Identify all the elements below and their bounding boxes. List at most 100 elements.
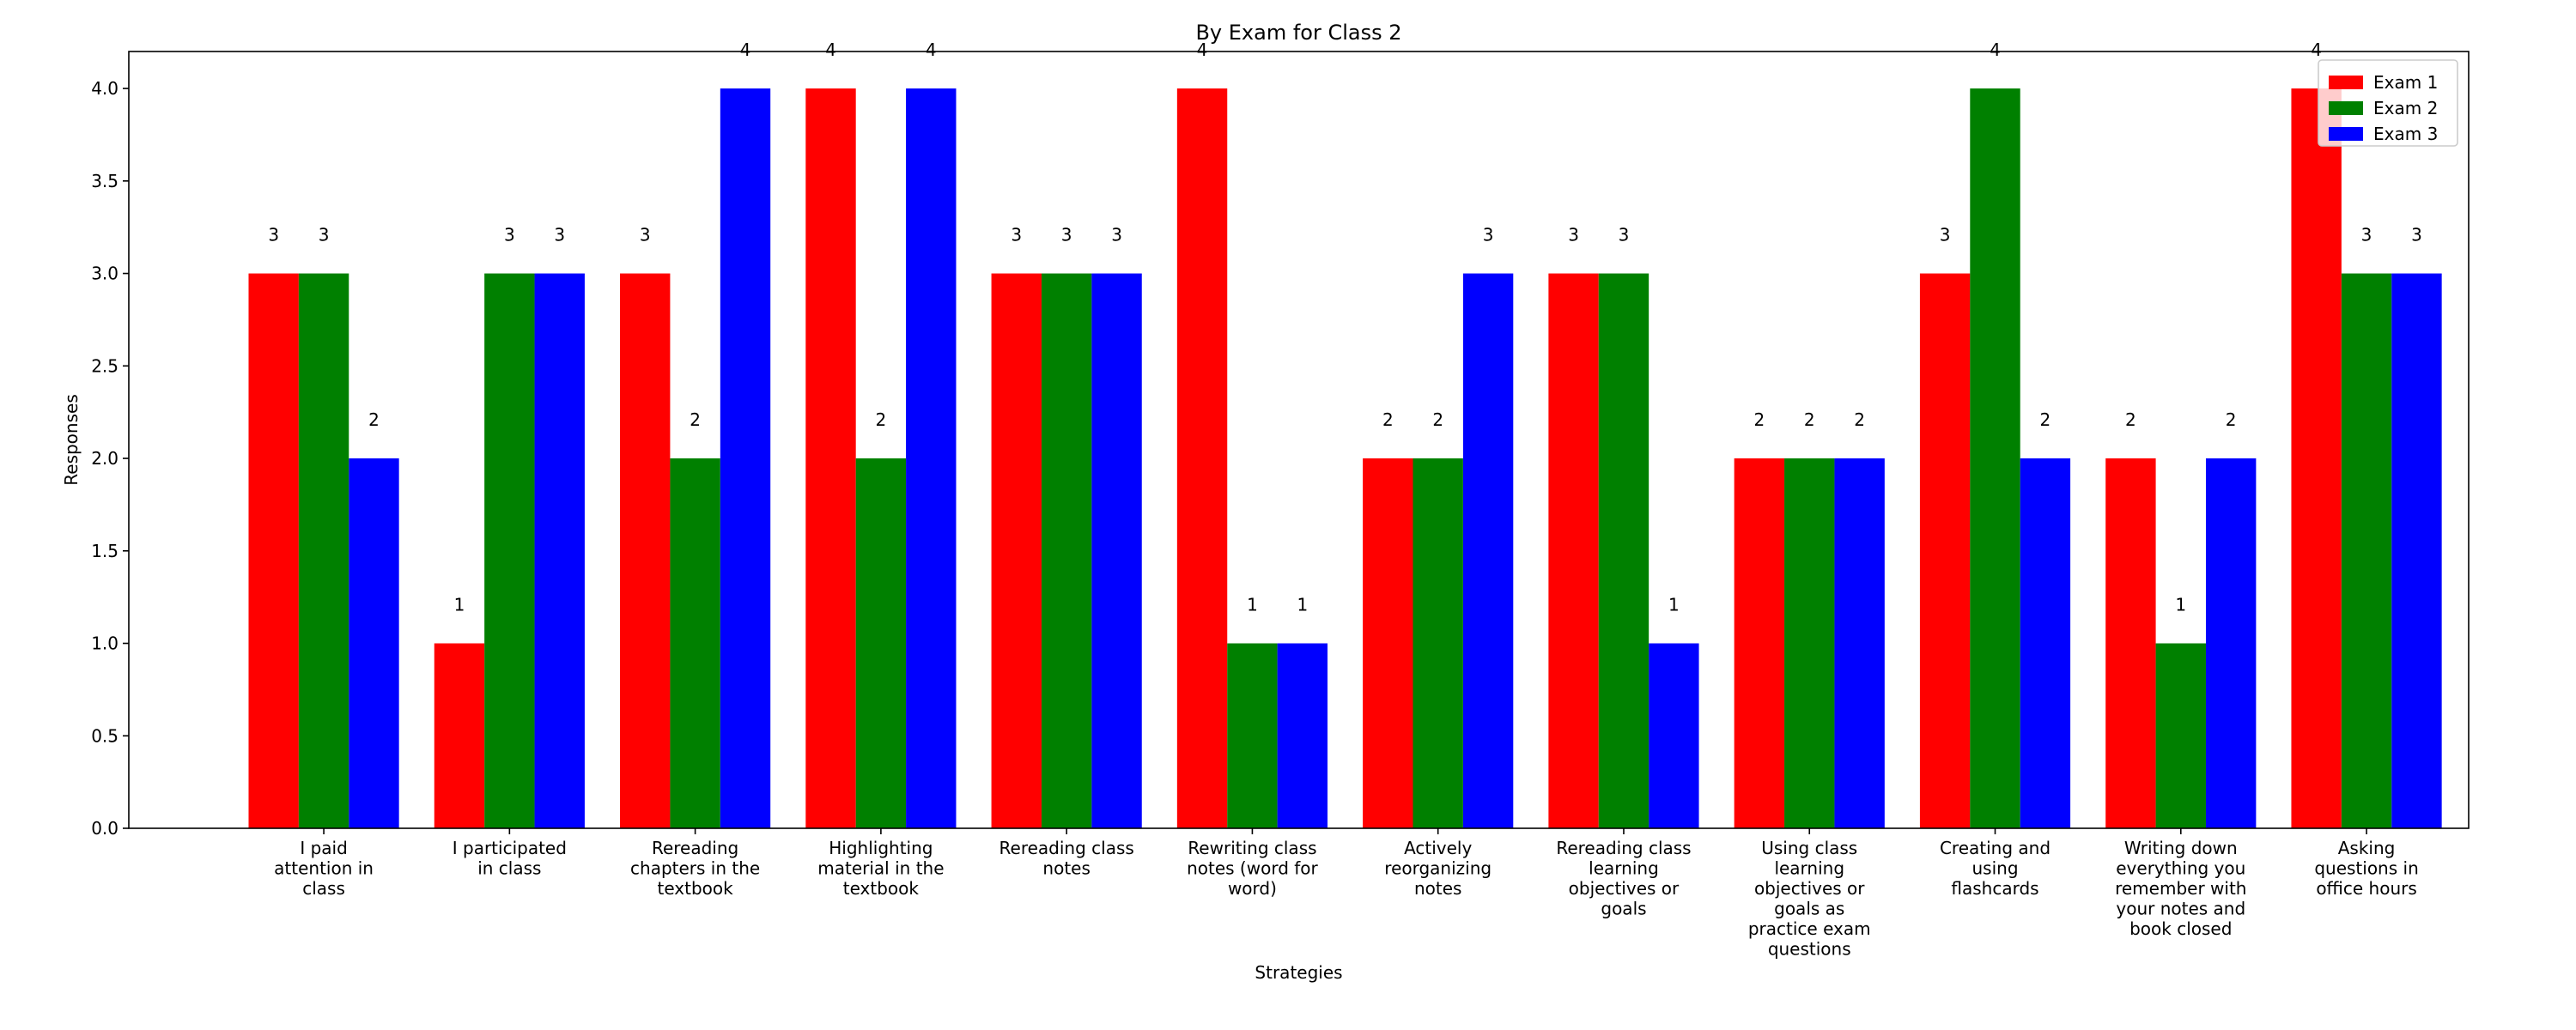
bar-exam-2 — [855, 458, 907, 828]
bar-exam-3 — [2205, 458, 2257, 828]
bar-exam-3 — [2391, 273, 2442, 829]
y-tick-label: 2.0 — [91, 448, 118, 469]
x-tick-label: Creating and using flashcards — [1940, 838, 2050, 899]
legend: Exam 1 Exam 2 Exam 3 — [2318, 59, 2458, 147]
bar-value-label: 2 — [2125, 409, 2136, 430]
x-tick-label: Rereading chapters in the textbook — [630, 838, 760, 899]
bars-layer — [248, 88, 2442, 829]
x-tick-label: Rereading class notes — [999, 838, 1134, 879]
bar-value-label: 3 — [1619, 225, 1630, 245]
bar-value-label: 2 — [690, 409, 701, 430]
bar-exam-3 — [1091, 273, 1142, 829]
y-tick-label: 0.5 — [91, 725, 118, 746]
bar-exam-1 — [2291, 88, 2342, 829]
bar-exam-2 — [1784, 458, 1835, 828]
y-tick-label: 3.0 — [91, 264, 118, 284]
bar-exam-1 — [991, 273, 1042, 829]
bar-value-label: 2 — [1804, 409, 1815, 430]
bar-value-label: 3 — [1483, 225, 1494, 245]
bar-value-label: 4 — [825, 39, 836, 60]
bar-value-label: 4 — [1990, 39, 2001, 60]
legend-swatch — [2329, 127, 2363, 141]
bar-value-label: 2 — [1854, 409, 1865, 430]
bar-exam-2 — [1041, 273, 1092, 829]
x-tick-label: I paid attention in class — [274, 838, 374, 899]
bar-value-label: 1 — [1247, 595, 1258, 615]
bar-value-label: 3 — [268, 225, 279, 245]
x-tick-label: Writing down everything you remember with y… — [2115, 838, 2246, 939]
bar-value-label: 3 — [1940, 225, 1951, 245]
bar-value-label: 2 — [2040, 409, 2051, 430]
chart-title: By Exam for Class 2 — [1195, 21, 1401, 45]
bar-value-label: 2 — [1382, 409, 1394, 430]
legend-label: Exam 3 — [2373, 124, 2438, 144]
bar-value-label: 2 — [1432, 409, 1443, 430]
bar-exam-1 — [248, 273, 299, 829]
bar-exam-2 — [484, 273, 535, 829]
bar-value-label: 3 — [1061, 225, 1072, 245]
bar-exam-2 — [1227, 643, 1278, 828]
y-tick-label: 3.5 — [91, 171, 118, 191]
bar-exam-2 — [1970, 88, 2020, 829]
bar-value-label: 2 — [876, 409, 887, 430]
x-tick-label: Rewriting class notes (word for word) — [1187, 838, 1318, 899]
bar-exam-2 — [298, 273, 349, 829]
legend-label: Exam 2 — [2373, 98, 2438, 118]
bar-exam-3 — [1649, 643, 1699, 828]
bar-exam-3 — [720, 88, 771, 829]
bar-value-label: 1 — [2175, 595, 2186, 615]
y-tick-label: 2.5 — [91, 355, 118, 376]
x-tick-label: Highlighting material in the textbook — [817, 838, 944, 899]
bar-exam-1 — [2105, 458, 2156, 828]
bar-value-label: 3 — [2411, 225, 2422, 245]
bar-value-label: 2 — [1753, 409, 1765, 430]
y-tick-label: 4.0 — [91, 78, 118, 99]
bar-value-label: 3 — [554, 225, 565, 245]
bar-exam-1 — [434, 643, 485, 828]
x-axis-label: Strategies — [1255, 962, 1342, 983]
legend-swatch — [2329, 101, 2363, 115]
x-tick-label: Asking questions in office hours — [2314, 838, 2418, 899]
bar-exam-3 — [1834, 458, 1885, 828]
x-tick-label: Rereading class learning objectives or goal… — [1556, 838, 1691, 919]
bar-value-label: 1 — [1297, 595, 1308, 615]
bar-exam-3 — [906, 88, 957, 829]
bar-value-label: 3 — [504, 225, 515, 245]
bar-value-label: 4 — [1197, 39, 1208, 60]
x-axis: I paid attention in class I participated in … — [274, 828, 2419, 960]
bar-value-label: 2 — [2226, 409, 2237, 430]
bar-value-label: 4 — [740, 39, 751, 60]
bar-labels-layer: 3 3 2 1 3 3 3 2 4 4 2 4 3 3 3 4 1 1 2 2 3 3 3 1 2 2 2 3 4 2 2 1 2 4 3 3 — [268, 39, 2421, 615]
y-axis-label: Responses — [61, 394, 82, 485]
bar-exam-3 — [349, 458, 399, 828]
bar-exam-2 — [1413, 458, 1463, 828]
bar-exam-1 — [1734, 458, 1785, 828]
bar-exam-1 — [805, 88, 856, 829]
bar-value-label: 3 — [1111, 225, 1122, 245]
bar-value-label: 4 — [926, 39, 937, 60]
bar-exam-1 — [1176, 88, 1228, 829]
bar-value-label: 1 — [1668, 595, 1680, 615]
y-axis: 0.0 0.5 1.0 1.5 2.0 2.5 3.0 3.5 4.0 — [91, 78, 129, 839]
bar-exam-3 — [1462, 273, 1514, 829]
bar-exam-2 — [1598, 273, 1649, 829]
bar-exam-1 — [1363, 458, 1413, 828]
bar-exam-1 — [620, 273, 671, 829]
bar-value-label: 3 — [319, 225, 330, 245]
y-tick-label: 1.5 — [91, 541, 118, 561]
bar-exam-2 — [670, 458, 720, 828]
plot-frame — [128, 51, 2470, 829]
bar-value-label: 3 — [1568, 225, 1579, 245]
bar-value-label: 3 — [1011, 225, 1022, 245]
bar-exam-1 — [1548, 273, 1599, 829]
x-tick-label: Using class learning objectives or goals as… — [1748, 838, 1871, 960]
bar-exam-3 — [1277, 643, 1328, 828]
bar-value-label: 2 — [368, 409, 380, 430]
bar-exam-1 — [1919, 273, 1971, 829]
bar-exam-2 — [2341, 273, 2392, 829]
legend-swatch — [2329, 76, 2363, 89]
y-tick-label: 0.0 — [91, 818, 118, 839]
bar-exam-2 — [2155, 643, 2206, 828]
bar-exam-3 — [534, 273, 585, 829]
